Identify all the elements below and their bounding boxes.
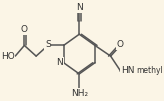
Text: NH₂: NH₂ [71,89,88,98]
Text: methyl: methyl [136,66,163,75]
Text: HO: HO [1,52,15,61]
Text: N: N [56,58,63,67]
Text: O: O [117,40,124,49]
Text: HN: HN [121,66,135,75]
Text: O: O [21,25,28,34]
Text: N: N [76,3,83,12]
Text: S: S [45,40,51,49]
